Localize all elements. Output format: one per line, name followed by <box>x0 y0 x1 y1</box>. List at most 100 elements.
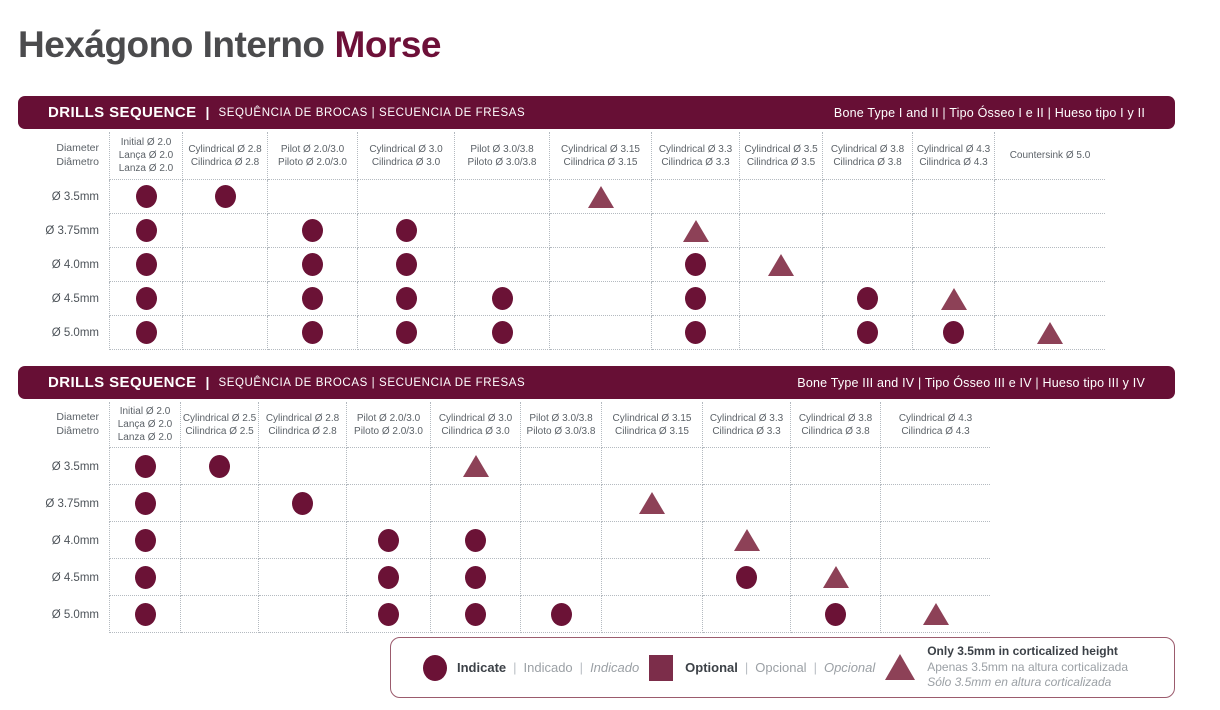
drill-cell <box>652 214 740 248</box>
indicate-dot-icon <box>378 565 399 589</box>
drill-cell <box>740 248 823 282</box>
drill-cell <box>259 448 347 485</box>
column-header: Cylindrical Ø 3.3 Cilindrica Ø 3.3 <box>652 132 740 180</box>
drill-cell <box>268 214 358 248</box>
row-label: Ø 4.5mm <box>25 559 110 596</box>
drill-cell <box>183 282 268 316</box>
column-header: Cylindrical Ø 3.15 Cilindrica Ø 3.15 <box>550 132 652 180</box>
drill-cell <box>602 485 703 522</box>
drill-cell <box>347 522 431 559</box>
drill-cell <box>913 248 995 282</box>
drill-cell <box>521 448 602 485</box>
indicate-dot-icon <box>292 491 313 515</box>
indicate-dot-icon <box>395 287 417 310</box>
drill-cell <box>823 214 913 248</box>
legend-indicate: Indicate | Indicado | Indicado <box>423 654 640 681</box>
drill-cell <box>259 522 347 559</box>
drill-cell <box>652 180 740 214</box>
legend-indicate-es: Indicado <box>590 660 640 675</box>
bone-type-label: Bone Type I and II | Tipo Ósseo I e II |… <box>833 105 1145 120</box>
bar-pipe: | <box>205 103 210 120</box>
conditional-triangle-icon <box>587 185 614 208</box>
drill-cell <box>455 180 550 214</box>
row-label: Ø 3.75mm <box>25 485 110 522</box>
drill-cell <box>740 282 823 316</box>
legend: Indicate | Indicado | Indicado Optional … <box>390 637 1175 698</box>
legend-conditional-es: Sólo 3.5mm en altura corticalizada <box>927 675 1112 690</box>
bar-pipe: | <box>205 373 210 390</box>
indicate-dot-icon <box>302 321 323 344</box>
optional-square-icon <box>649 654 674 681</box>
legend-separator: | <box>744 660 749 675</box>
column-header: Cylindrical Ø 4.3 Cilindrica Ø 4.3 <box>881 402 990 448</box>
drill-cell <box>431 522 521 559</box>
row-label: Ø 5.0mm <box>25 596 110 633</box>
drill-cell <box>913 316 995 350</box>
drill-cell <box>913 282 995 316</box>
legend-conditional-text: Only 3.5mm in corticalized height Apenas… <box>927 644 1128 691</box>
drill-cell <box>881 485 990 522</box>
drill-cell <box>703 485 791 522</box>
drill-cell <box>521 485 602 522</box>
drill-cell <box>823 282 913 316</box>
column-header: Cylindrical Ø 3.15 Cilindrica Ø 3.15 <box>602 402 703 448</box>
indicate-dot-icon <box>135 185 157 208</box>
page-title-main: Hexágono Interno <box>18 24 325 65</box>
column-header: Cylindrical Ø 3.8 Cilindrica Ø 3.8 <box>791 402 881 448</box>
row-label: Ø 3.5mm <box>25 448 110 485</box>
drill-cell <box>550 316 652 350</box>
row-label: Ø 4.0mm <box>25 248 110 282</box>
drill-cell <box>913 214 995 248</box>
drill-cell <box>259 596 347 633</box>
indicate-dot-icon <box>302 287 323 310</box>
bone-type-label: Bone Type III and IV | Tipo Ósseo III e … <box>797 375 1145 390</box>
conditional-triangle-icon <box>822 566 849 588</box>
indicate-dot-icon <box>550 602 572 626</box>
legend-indicate-pt: Indicado <box>523 660 573 675</box>
drill-cell <box>455 282 550 316</box>
drill-cell <box>455 214 550 248</box>
drill-cell <box>791 485 881 522</box>
column-header: Cylindrical Ø 3.3 Cilindrica Ø 3.3 <box>703 402 791 448</box>
legend-conditional-en: Only 3.5mm in corticalized height <box>927 643 1118 658</box>
drill-cell <box>347 485 431 522</box>
indicate-dot-icon <box>857 321 878 344</box>
legend-optional: Optional | Opcional | Opcional <box>649 654 875 681</box>
legend-conditional-pt: Apenas 3.5mm na altura corticalizada <box>927 659 1128 674</box>
column-header: Initial Ø 2.0 Lança Ø 2.0 Lanza Ø 2.0 <box>110 132 183 180</box>
drill-cell <box>995 214 1105 248</box>
indicate-dot-icon <box>378 602 399 626</box>
drill-cell <box>183 316 268 350</box>
drill-cell <box>110 559 181 596</box>
drill-cell <box>550 248 652 282</box>
drill-cell <box>181 485 259 522</box>
bar-title: DRILLS SEQUENCE <box>48 374 197 391</box>
indicate-dot-icon <box>134 565 156 589</box>
drill-cell <box>268 282 358 316</box>
indicate-dot-icon <box>685 287 706 310</box>
drills-table-bone-1-2: Diameter Diâmetro Initial Ø 2.0 Lança Ø 2.0… <box>25 132 1105 350</box>
indicate-dot-icon <box>378 528 399 552</box>
indicate-dot-icon <box>395 219 417 242</box>
indicate-dot-icon <box>943 321 964 344</box>
indicate-dot-icon <box>302 219 323 242</box>
conditional-triangle-icon <box>940 287 967 310</box>
drill-cell <box>791 448 881 485</box>
drill-cell <box>703 559 791 596</box>
conditional-triangle-icon <box>1037 321 1063 344</box>
drill-cell <box>110 522 181 559</box>
drill-cell <box>823 248 913 282</box>
drill-cell <box>431 485 521 522</box>
indicate-dot-icon <box>465 602 486 626</box>
drill-cell <box>740 180 823 214</box>
indicate-dot-icon <box>135 253 157 276</box>
column-header: Initial Ø 2.0 Lança Ø 2.0 Lanza Ø 2.0 <box>110 402 181 448</box>
drill-cell <box>181 522 259 559</box>
drill-cell <box>431 596 521 633</box>
indicate-dot-icon <box>209 454 230 478</box>
indicate-dot-icon <box>135 219 157 242</box>
drill-cell <box>259 559 347 596</box>
drill-cell <box>110 485 181 522</box>
drill-cell <box>110 214 183 248</box>
drill-cell <box>550 214 652 248</box>
